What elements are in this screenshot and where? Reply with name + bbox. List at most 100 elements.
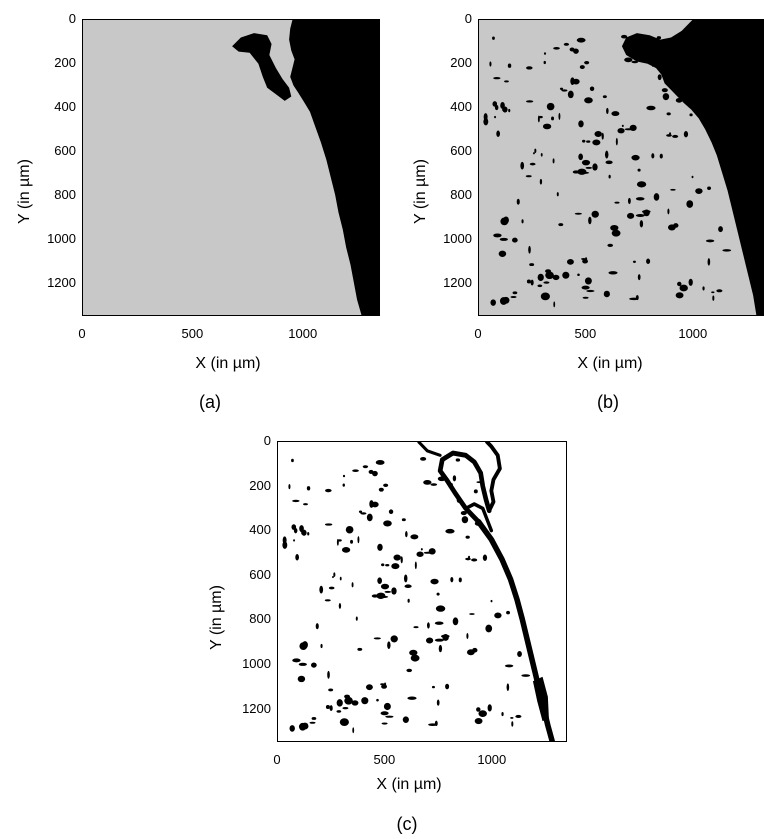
speck (584, 97, 593, 104)
speck (529, 162, 536, 166)
speck (488, 536, 492, 540)
speck (584, 61, 590, 65)
speck (638, 54, 647, 59)
speck (585, 257, 588, 262)
speck (430, 483, 438, 486)
speck (506, 683, 510, 691)
speck (309, 721, 316, 724)
speck (377, 577, 382, 584)
y-tick-label: 400 (54, 99, 76, 114)
speck (425, 637, 434, 644)
speck (559, 87, 564, 91)
speck (631, 154, 640, 161)
y-tick-label: 0 (464, 11, 472, 26)
speck (426, 622, 430, 629)
speck (512, 237, 518, 243)
speck (376, 698, 379, 702)
speck (434, 621, 444, 625)
speck (586, 140, 591, 143)
x-tick-label: 1000 (288, 326, 318, 341)
speck (358, 510, 363, 513)
black-region (289, 20, 379, 315)
y-tick-label: 200 (54, 55, 76, 70)
speck (311, 662, 317, 668)
speck (592, 139, 601, 146)
speck (631, 60, 639, 64)
speck (420, 457, 427, 461)
speck (288, 484, 291, 490)
speck (405, 531, 408, 538)
speck (423, 480, 432, 485)
plot-area-b (478, 19, 764, 316)
y-tick-label: 1200 (443, 275, 472, 290)
speck (651, 60, 655, 67)
speck (499, 237, 508, 241)
speck (474, 521, 482, 526)
speck (621, 34, 628, 39)
speck (473, 489, 478, 494)
speck (350, 539, 354, 544)
y-tick-label: 1200 (47, 275, 76, 290)
speck (507, 63, 512, 68)
speck (646, 105, 656, 111)
speck (552, 274, 560, 281)
speck (566, 258, 574, 265)
speck (311, 716, 317, 720)
speck (341, 547, 351, 553)
speck (677, 281, 682, 287)
y-tick-label: 0 (68, 11, 76, 26)
speck (327, 670, 330, 679)
speck (391, 563, 400, 570)
speck (707, 258, 711, 266)
speck (574, 212, 582, 215)
speck (390, 635, 398, 643)
speck (686, 200, 694, 208)
speck (372, 470, 378, 477)
speck (383, 702, 391, 711)
speck (607, 243, 614, 247)
speck (639, 220, 644, 228)
speck (563, 42, 570, 46)
speck (589, 86, 595, 92)
speck (437, 476, 446, 482)
speck (586, 289, 595, 293)
speck (450, 576, 454, 583)
speck (610, 224, 619, 231)
x-tick-label: 500 (574, 326, 597, 341)
x-tick-label: 1000 (678, 326, 708, 341)
speck (608, 271, 618, 275)
map-b (479, 20, 764, 315)
speck (556, 192, 559, 197)
speck (292, 499, 300, 503)
speck (383, 520, 392, 527)
speck (490, 299, 496, 306)
speck (436, 592, 440, 596)
speck (501, 711, 504, 717)
speck (482, 554, 488, 561)
speck (362, 465, 369, 469)
black-inclusion (232, 33, 292, 101)
speck (351, 582, 354, 588)
speck (558, 223, 564, 227)
speck (351, 700, 359, 706)
speck (702, 286, 705, 291)
speck (666, 134, 672, 137)
speck (466, 633, 469, 640)
speck (485, 624, 493, 633)
speck (336, 699, 343, 707)
speck (617, 128, 625, 134)
x-axis-label-b: X (in µm) (577, 355, 643, 372)
speck (487, 704, 492, 712)
speck (328, 688, 334, 692)
speck (342, 706, 349, 710)
speck (291, 458, 294, 463)
speck (489, 61, 492, 67)
x-axis-label-c: X (in µm) (376, 776, 442, 793)
speck (540, 152, 543, 157)
speck (582, 296, 589, 299)
x-tick-label: 0 (474, 326, 482, 341)
speck (592, 163, 598, 171)
speck (591, 210, 599, 218)
speck (450, 483, 454, 490)
speck (718, 226, 723, 233)
